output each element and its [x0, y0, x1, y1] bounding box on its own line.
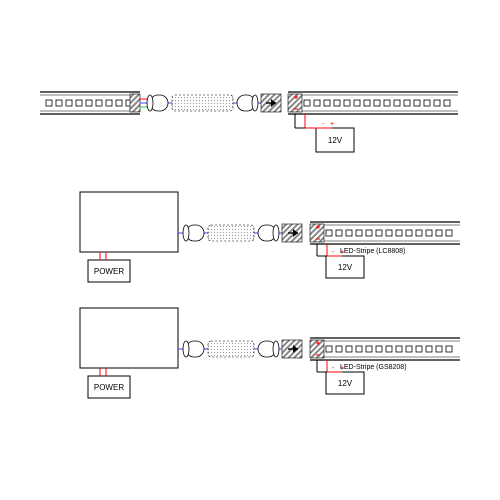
- led-cell-icon: [326, 230, 332, 236]
- led-cell-icon: [356, 230, 362, 236]
- svg-text:-: -: [332, 249, 335, 256]
- led-cell-icon: [404, 100, 410, 106]
- led-cell-icon: [424, 100, 430, 106]
- led-cell-icon: [434, 100, 440, 106]
- led-cell-icon: [344, 100, 350, 106]
- led-cell-icon: [444, 100, 450, 106]
- power-label: POWER: [94, 383, 124, 392]
- led-cell-icon: [446, 230, 452, 236]
- psu-label: 12V: [338, 263, 353, 272]
- led-cell-icon: [366, 346, 372, 352]
- led-cell-icon: [66, 100, 72, 106]
- led-cell-icon: [334, 100, 340, 106]
- svg-text:+: +: [330, 121, 334, 128]
- led-cell-icon: [376, 230, 382, 236]
- led-cell-icon: [394, 100, 400, 106]
- power-label: POWER: [94, 267, 124, 276]
- led-cell-icon: [436, 346, 442, 352]
- psu-label: 12V: [338, 379, 353, 388]
- strip-label: LED-Stripe (LC8808): [340, 248, 405, 255]
- controller-box: [80, 308, 178, 368]
- led-cell-icon: [386, 346, 392, 352]
- led-cell-icon: [416, 346, 422, 352]
- led-cell-icon: [86, 100, 92, 106]
- led-cell-icon: [96, 100, 102, 106]
- led-cell-icon: [364, 100, 370, 106]
- led-cell-icon: [336, 346, 342, 352]
- led-cell-icon: [414, 100, 420, 106]
- led-cell-icon: [346, 230, 352, 236]
- led-cell-icon: [76, 100, 82, 106]
- svg-text:-: -: [332, 365, 335, 372]
- led-cell-icon: [326, 346, 332, 352]
- led-cell-icon: [46, 100, 52, 106]
- led-cell-icon: [356, 346, 362, 352]
- led-cell-icon: [346, 346, 352, 352]
- led-cell-icon: [376, 346, 382, 352]
- led-cell-icon: [374, 100, 380, 106]
- led-cell-icon: [396, 346, 402, 352]
- led-cell-icon: [116, 100, 122, 106]
- led-cell-icon: [56, 100, 62, 106]
- svg-text:-: -: [322, 121, 325, 128]
- led-cell-icon: [426, 346, 432, 352]
- led-cell-icon: [416, 230, 422, 236]
- led-cell-icon: [446, 346, 452, 352]
- led-cell-icon: [106, 100, 112, 106]
- led-cell-icon: [386, 230, 392, 236]
- led-cell-icon: [384, 100, 390, 106]
- led-cell-icon: [406, 230, 412, 236]
- led-cell-icon: [336, 230, 342, 236]
- led-cell-icon: [406, 346, 412, 352]
- controller-box: [80, 192, 178, 252]
- psu-label: 12V: [328, 136, 343, 145]
- led-cell-icon: [436, 230, 442, 236]
- led-cell-icon: [354, 100, 360, 106]
- led-cell-icon: [396, 230, 402, 236]
- led-cell-icon: [324, 100, 330, 106]
- led-cell-icon: [304, 100, 310, 106]
- led-cell-icon: [314, 100, 320, 106]
- led-cell-icon: [426, 230, 432, 236]
- strip-label: LED-Stripe (GS8208): [340, 364, 407, 371]
- led-cell-icon: [366, 230, 372, 236]
